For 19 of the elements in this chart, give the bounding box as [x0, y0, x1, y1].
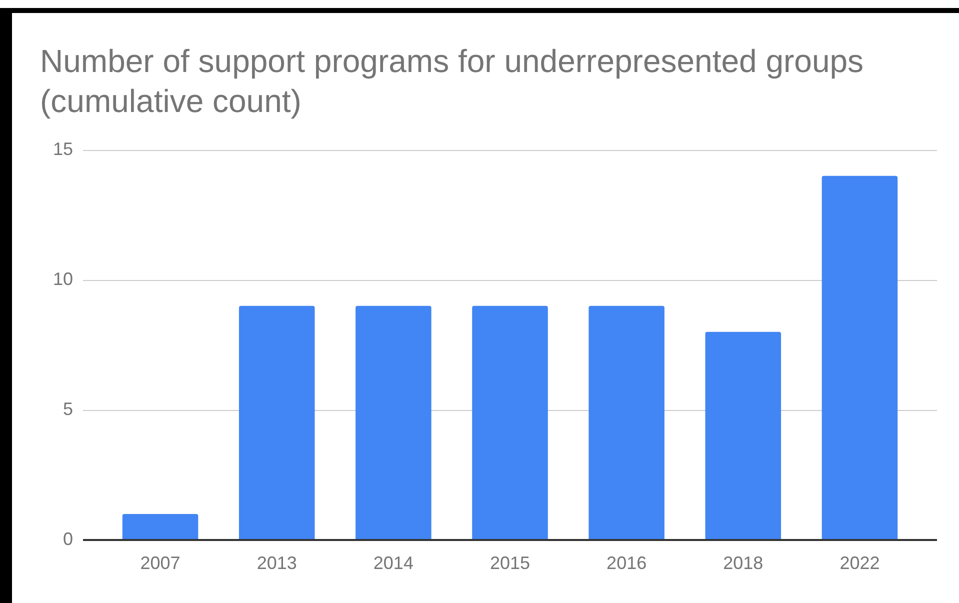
x-tick-label: 2016 — [606, 552, 647, 573]
bar — [122, 514, 198, 540]
y-tick-label: 0 — [62, 528, 73, 549]
x-tick-label: 2022 — [840, 552, 880, 573]
bar — [356, 306, 432, 540]
y-tick-label: 5 — [62, 398, 73, 419]
y-tick-label: 10 — [52, 268, 73, 289]
bar — [705, 332, 782, 540]
bar — [472, 306, 548, 540]
chart-title: Number of support programs for underrepresented groups (cumulative count) — [40, 42, 865, 121]
bar — [822, 176, 898, 540]
x-tick-label: 2018 — [723, 552, 764, 573]
bar — [238, 306, 315, 540]
x-tick-label: 2007 — [140, 552, 180, 573]
bar — [588, 306, 664, 540]
x-tick-label: 2014 — [373, 552, 414, 573]
x-tick-label: 2015 — [490, 552, 530, 573]
x-tick-label: 2013 — [256, 552, 297, 573]
y-tick-label: 15 — [52, 138, 73, 159]
